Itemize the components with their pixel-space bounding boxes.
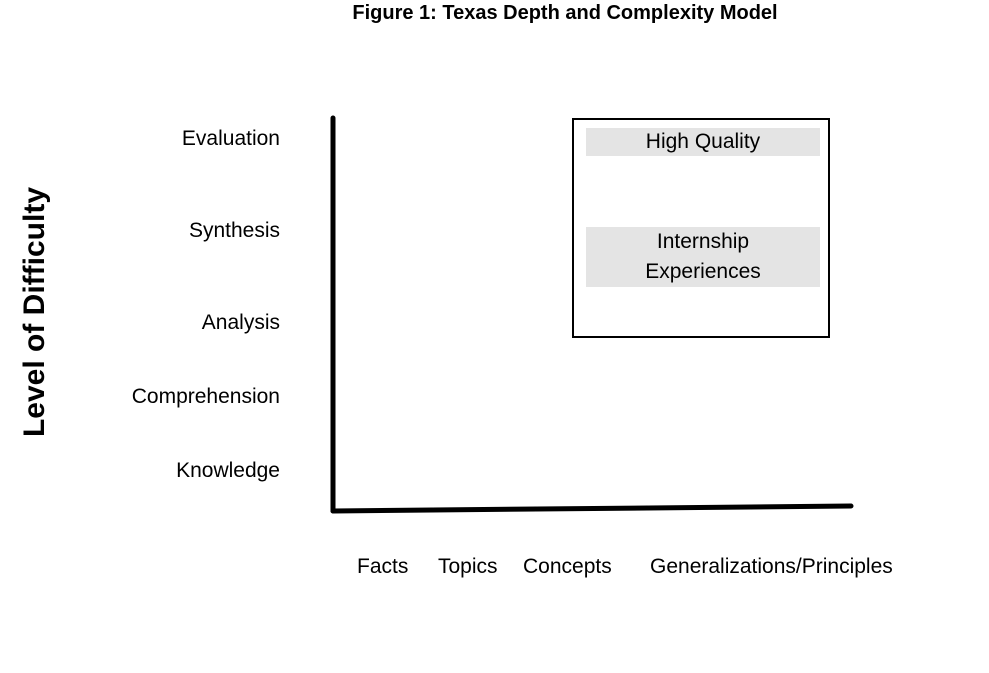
category-topics: Topics <box>438 555 498 578</box>
level-analysis: Analysis <box>201 311 280 334</box>
category-generalizations-principles: Generalizations/Principles <box>650 555 893 578</box>
level-comprehension: Comprehension <box>131 385 280 408</box>
experiences-text: Experiences <box>645 260 761 283</box>
internship-text: Internship <box>656 230 750 253</box>
figure-title: Figure 1: Texas Depth and Complexity Mod… <box>352 2 778 24</box>
high-quality-label: High Quality <box>586 128 820 156</box>
level-knowledge: Knowledge <box>176 459 280 482</box>
level-synthesis: Synthesis <box>188 219 280 242</box>
category-facts: Facts <box>357 555 409 578</box>
internship-experiences-label: Internship Experiences <box>586 227 820 287</box>
horizontal-axis <box>330 503 854 514</box>
category-concepts: Concepts <box>523 555 612 578</box>
callout-box: High Quality Internship Experiences <box>572 118 830 338</box>
level-evaluation: Evaluation <box>181 127 280 150</box>
